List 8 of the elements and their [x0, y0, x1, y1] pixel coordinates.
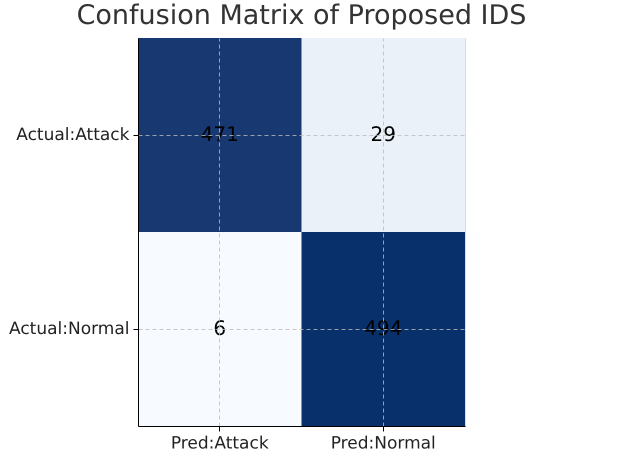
- chart-title: Confusion Matrix of Proposed IDS: [76, 0, 526, 31]
- data-label: 6: [213, 316, 226, 340]
- data-label: 29: [370, 122, 396, 146]
- y-tick-label: Actual:Normal: [9, 319, 130, 339]
- data-label: 471: [200, 122, 239, 146]
- x-tick-label: Pred:Attack: [170, 434, 269, 454]
- y-tick-label: Actual:Attack: [16, 125, 130, 145]
- x-tick-label: Pred:Normal: [330, 434, 436, 454]
